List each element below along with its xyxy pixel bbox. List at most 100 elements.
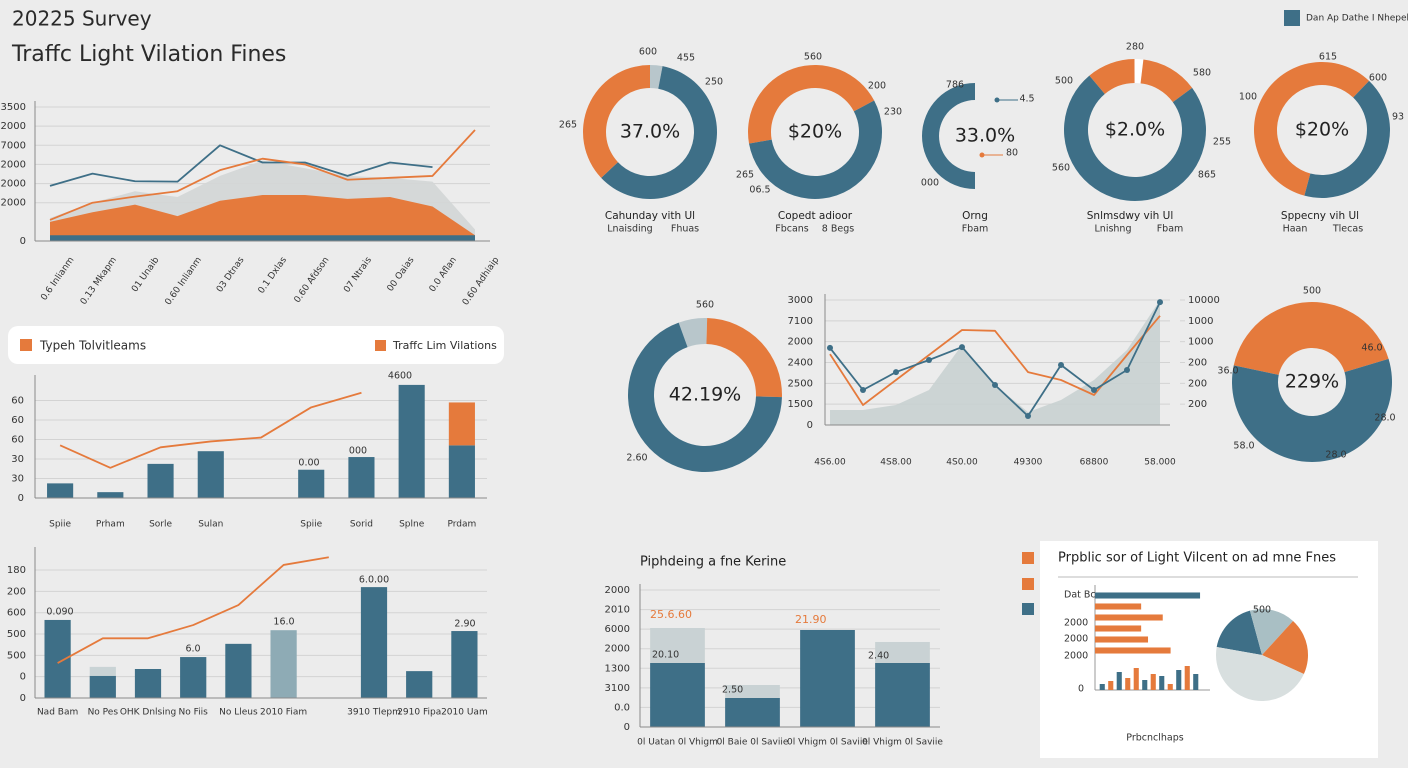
bar [725, 684, 780, 698]
slice [1233, 301, 1389, 375]
y-tick-label: 60 [11, 415, 24, 426]
line-series [59, 391, 362, 469]
marker [1157, 299, 1163, 306]
y-tick-label: 2400 [788, 358, 813, 369]
slice [1089, 59, 1135, 94]
annotation: 265 [559, 120, 577, 131]
bar [1095, 614, 1163, 621]
y-tick-label: 3500 [1, 102, 26, 113]
bar [1193, 674, 1199, 690]
x-tick-label: Spiie [300, 520, 322, 530]
annotation: 58.0 [1233, 441, 1254, 452]
annotation: 000 [921, 178, 939, 189]
y-tick-label: 500 [7, 650, 26, 661]
annotation: 80 [1006, 148, 1018, 159]
y-tick-label: 2010 [605, 605, 630, 616]
annotation: Dat Bc [1064, 590, 1096, 601]
legend-swatch [1284, 10, 1300, 26]
y-tick-label: 0 [18, 493, 24, 504]
bar [725, 697, 780, 727]
annotation: 93 [1392, 112, 1404, 123]
y-tick-label: 600 [7, 608, 26, 619]
annotation: 200 [868, 81, 886, 92]
annotation: 4600 [388, 371, 412, 382]
y-tick-label: 0 [20, 672, 26, 683]
x-tick-label: No Fiis [179, 708, 209, 718]
slice [627, 322, 782, 472]
page-title: Traffc Light Vilation Fines [11, 42, 286, 67]
annotation: 230 [884, 107, 902, 118]
y-tick-label: 180 [7, 565, 26, 576]
caption: Sppecny vih Ul [1281, 210, 1359, 222]
bar [1125, 678, 1131, 690]
x-tick-label: 0.60 Afdson [293, 255, 332, 305]
annotation: 2000 [1064, 634, 1088, 645]
annotation: 8 Begs [822, 224, 854, 235]
slice [706, 318, 782, 398]
annotation: Fbcans [775, 224, 809, 235]
y-tick-label: 30 [11, 474, 24, 485]
annotation: 600 [639, 47, 657, 58]
bar [1099, 684, 1105, 690]
bar [1095, 592, 1201, 599]
y-tick-label: 200 [7, 586, 26, 597]
x-tick-label: 0.13 Mkapm [79, 255, 119, 306]
slice [1262, 621, 1309, 675]
y-tick-label: 30 [11, 454, 24, 465]
x-tick-label: 0.1 Dxlas [257, 255, 290, 296]
area [830, 300, 1160, 425]
center-label: 33.0% [955, 125, 1015, 147]
bar [348, 457, 375, 498]
annotation: Prbcnclhaps [1126, 733, 1183, 744]
x-tick-label: 03 Dtnas [215, 255, 247, 294]
panel-swatch [1022, 578, 1034, 590]
slice [1064, 75, 1206, 201]
annotation: 06.5 [749, 185, 770, 196]
annotation: 786 [946, 80, 964, 91]
y-tick-label: 200 [1188, 399, 1207, 410]
bar [1167, 684, 1173, 690]
annotation: 0.00 [298, 458, 319, 469]
x-tick-label: 2010 Uam [441, 708, 488, 718]
annotation: 28.0 [1325, 450, 1346, 461]
annotation: 580 [1193, 68, 1211, 79]
x-tick-label: 0l Vhigm 0l Saviie [862, 738, 943, 748]
y-tick-label: 2000 [1, 198, 26, 209]
banner-label: Typeh Tolvitleams [39, 339, 146, 353]
annotation: 255 [1213, 137, 1231, 148]
slice [1249, 609, 1294, 655]
bar [1108, 681, 1114, 690]
banner-swatch [375, 340, 386, 351]
bar [1095, 625, 1142, 632]
bar [180, 657, 207, 698]
x-tick-label: 01 Unaib [130, 255, 161, 294]
annotation: 865 [1198, 170, 1216, 181]
x-tick-label: 2010 Fiam [260, 708, 307, 718]
x-tick-label: OHK Dnlsing [120, 708, 176, 718]
slice [1215, 647, 1304, 701]
caption: Cahunday vith Ul [605, 210, 695, 222]
bar [1176, 670, 1182, 690]
bar [448, 402, 475, 446]
bar [97, 492, 124, 498]
annotation: Tlecas [1332, 224, 1363, 235]
x-tick-label: 68800 [1080, 458, 1109, 468]
x-tick-label: 2910 Fipa [397, 708, 441, 718]
bar [147, 463, 174, 498]
annotation: 560 [696, 300, 714, 311]
y-tick-label: 1300 [605, 663, 630, 674]
x-tick-label: 0.6 Inlianm [39, 255, 76, 302]
x-tick-label: 4S0.00 [946, 458, 978, 468]
slice [1254, 62, 1370, 196]
annotation: Fbam [962, 224, 989, 235]
annotation: 25.6.60 [650, 608, 692, 621]
x-tick-label: No Lleus [219, 708, 258, 718]
slice [1134, 59, 1144, 84]
annotation: Lnaisding [607, 224, 652, 235]
y-tick-label: 60 [11, 396, 24, 407]
x-tick-label: Spiie [49, 520, 71, 530]
area [50, 235, 475, 241]
bar [89, 675, 116, 698]
